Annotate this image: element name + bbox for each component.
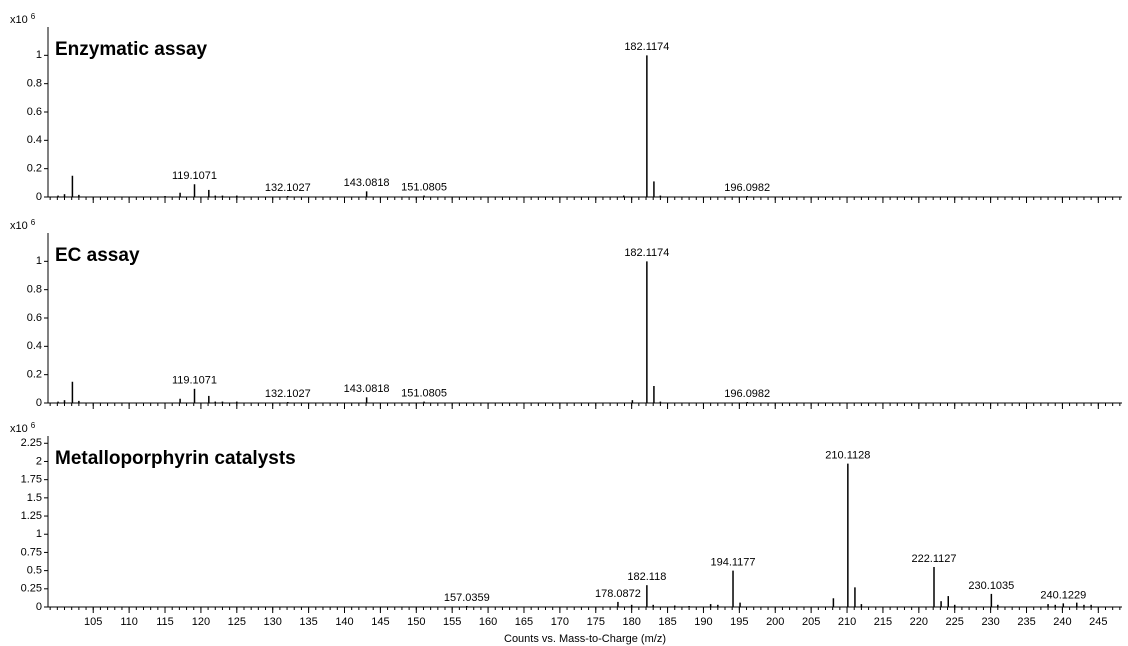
x-tick-label: 215 [874,616,892,628]
y-tick-label: 0.8 [27,78,42,90]
x-tick-label: 185 [658,616,676,628]
peak-label: 210.1128 [825,450,870,462]
x-tick-label: 145 [371,616,389,628]
y-tick-label: 2.25 [21,437,42,449]
x-tick-label: 200 [766,616,784,628]
x-tick-label: 105 [84,616,102,628]
y-scale-exponent: 6 [31,421,36,430]
peak-label: 157.0359 [444,592,490,604]
peak-label: 182.1174 [624,247,669,259]
peak-label: 119.1071 [172,170,217,182]
peak-label: 132.1027 [265,388,311,400]
y-tick-label: 1 [36,255,42,267]
x-tick-label: 180 [622,616,640,628]
y-scale-base: x10 [10,14,28,26]
peak-label: 119.1071 [172,375,217,387]
x-axis-title: Counts vs. Mass-to-Charge (m/z) [504,633,666,645]
peak-label: 151.0805 [401,181,447,193]
x-tick-label: 195 [730,616,748,628]
x-tick-label: 140 [335,616,353,628]
y-tick-label: 0 [36,397,42,409]
peak-label: 143.0818 [344,383,390,395]
y-tick-label: 0.6 [27,312,42,324]
y-tick-label: 0.25 [21,583,42,595]
y-scale-label: x10 6 [10,12,36,26]
x-tick-label: 130 [264,616,282,628]
y-tick-label: 0.6 [27,106,42,118]
x-tick-label: 165 [515,616,533,628]
x-tick-label: 175 [587,616,605,628]
y-tick-label: 0.4 [27,134,42,146]
panel-title: Metalloporphyrin catalysts [55,448,296,469]
x-tick-label: 220 [910,616,928,628]
peak-label: 194.1177 [710,557,755,569]
y-scale-exponent: 6 [31,218,36,227]
peak-label: 143.0818 [344,177,390,189]
y-scale-base: x10 [10,423,28,435]
y-tick-label: 0.5 [27,565,42,577]
y-scale-exponent: 6 [31,12,36,21]
y-tick-label: 1 [36,528,42,540]
x-tick-label: 110 [120,616,138,628]
y-tick-label: 0.2 [27,163,42,175]
panel-title: Enzymatic assay [55,39,208,60]
y-tick-label: 0.4 [27,340,42,352]
peak-label: 182.118 [627,571,666,583]
y-tick-label: 1.5 [27,492,42,504]
peak-label: 132.1027 [265,182,311,194]
peak-label: 222.1127 [911,553,956,565]
x-tick-label: 170 [551,616,569,628]
x-tick-label: 210 [838,616,856,628]
y-tick-label: 2 [36,455,42,467]
peak-label: 196.0982 [724,182,770,194]
x-tick-label: 190 [694,616,712,628]
x-tick-label: 155 [443,616,461,628]
panel-title: EC assay [55,245,140,266]
x-tick-label: 240 [1053,616,1071,628]
y-tick-label: 0.2 [27,369,42,381]
y-tick-label: 1 [36,49,42,61]
x-tick-label: 230 [981,616,999,628]
y-scale-label: x10 6 [10,421,36,435]
x-tick-label: 150 [407,616,425,628]
x-tick-label: 135 [299,616,317,628]
y-scale-base: x10 [10,220,28,232]
peak-label: 196.0982 [724,388,770,400]
x-tick-label: 120 [192,616,210,628]
x-tick-label: 115 [156,616,174,628]
x-tick-label: 125 [228,616,246,628]
y-tick-label: 0 [36,191,42,203]
y-tick-label: 0.75 [21,546,42,558]
y-tick-label: 1.25 [21,510,42,522]
y-tick-label: 0 [36,601,42,613]
peak-label: 230.1035 [968,580,1014,592]
peak-label: 151.0805 [401,387,447,399]
x-tick-label: 205 [802,616,820,628]
peak-label: 182.1174 [624,41,669,53]
x-tick-label: 160 [479,616,497,628]
y-scale-label: x10 6 [10,218,36,232]
y-tick-label: 0.8 [27,284,42,296]
y-tick-label: 1.75 [21,474,42,486]
x-tick-label: 225 [946,616,964,628]
peak-label: 178.0872 [595,588,641,600]
x-tick-label: 245 [1089,616,1107,628]
peak-label: 240.1229 [1040,589,1086,601]
x-tick-label: 235 [1017,616,1035,628]
